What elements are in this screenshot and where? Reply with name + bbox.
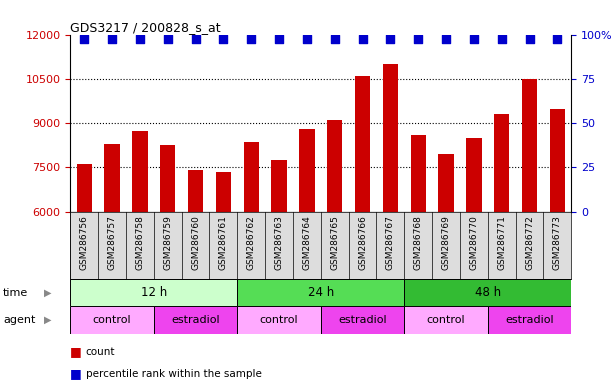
Point	[163, 36, 172, 42]
Text: 24 h: 24 h	[308, 286, 334, 299]
Bar	[550, 109, 565, 212]
Text: estradiol: estradiol	[171, 315, 220, 325]
Point	[107, 36, 117, 42]
Bar	[522, 79, 537, 212]
Point	[302, 36, 312, 42]
Text: GSM286764: GSM286764	[302, 215, 312, 270]
Bar	[382, 65, 398, 212]
Point	[274, 36, 284, 42]
Point	[386, 36, 395, 42]
Point	[219, 36, 229, 42]
Bar	[494, 114, 510, 212]
Bar	[404, 279, 571, 306]
Text: count: count	[86, 346, 115, 357]
Bar	[188, 170, 203, 212]
Text: control: control	[93, 315, 131, 325]
Bar	[76, 164, 92, 212]
Text: GSM286763: GSM286763	[274, 215, 284, 270]
Bar	[355, 76, 370, 212]
Text: GDS3217 / 200828_s_at: GDS3217 / 200828_s_at	[70, 21, 221, 34]
Bar	[271, 160, 287, 212]
Text: GSM286762: GSM286762	[247, 215, 255, 270]
Bar	[154, 306, 237, 334]
Bar	[438, 154, 454, 212]
Point	[357, 36, 367, 42]
Bar	[411, 135, 426, 212]
Text: ▶: ▶	[44, 288, 51, 298]
Point	[469, 36, 479, 42]
Text: GSM286772: GSM286772	[525, 215, 534, 270]
Bar	[70, 306, 154, 334]
Point	[525, 36, 535, 42]
Text: time: time	[3, 288, 28, 298]
Text: GSM286767: GSM286767	[386, 215, 395, 270]
Text: control: control	[426, 315, 466, 325]
Text: GSM286757: GSM286757	[108, 215, 117, 270]
Bar	[244, 142, 259, 212]
Text: GSM286768: GSM286768	[414, 215, 423, 270]
Text: GSM286765: GSM286765	[330, 215, 339, 270]
Text: percentile rank within the sample: percentile rank within the sample	[86, 369, 262, 379]
Text: GSM286773: GSM286773	[553, 215, 562, 270]
Text: agent: agent	[3, 315, 35, 325]
Bar	[160, 146, 175, 212]
Text: GSM286760: GSM286760	[191, 215, 200, 270]
Point	[330, 36, 340, 42]
Text: 48 h: 48 h	[475, 286, 501, 299]
Point	[135, 36, 145, 42]
Text: GSM286766: GSM286766	[358, 215, 367, 270]
Bar	[237, 306, 321, 334]
Point	[191, 36, 200, 42]
Bar	[327, 120, 342, 212]
Text: GSM286771: GSM286771	[497, 215, 506, 270]
Bar	[404, 306, 488, 334]
Text: GSM286770: GSM286770	[469, 215, 478, 270]
Bar	[237, 279, 404, 306]
Text: ■: ■	[70, 367, 82, 381]
Text: GSM286759: GSM286759	[163, 215, 172, 270]
Bar	[104, 144, 120, 212]
Text: ■: ■	[70, 345, 82, 358]
Point	[79, 36, 89, 42]
Bar	[70, 279, 237, 306]
Bar	[466, 138, 481, 212]
Text: GSM286758: GSM286758	[136, 215, 144, 270]
Text: control: control	[260, 315, 298, 325]
Text: 12 h: 12 h	[141, 286, 167, 299]
Text: GSM286756: GSM286756	[79, 215, 89, 270]
Bar	[216, 172, 231, 212]
Bar	[299, 129, 315, 212]
Text: GSM286761: GSM286761	[219, 215, 228, 270]
Bar	[132, 131, 147, 212]
Point	[441, 36, 451, 42]
Text: ▶: ▶	[44, 315, 51, 325]
Point	[246, 36, 256, 42]
Text: GSM286769: GSM286769	[442, 215, 450, 270]
Bar	[488, 306, 571, 334]
Bar	[321, 306, 404, 334]
Point	[413, 36, 423, 42]
Point	[552, 36, 562, 42]
Text: estradiol: estradiol	[338, 315, 387, 325]
Point	[497, 36, 507, 42]
Text: estradiol: estradiol	[505, 315, 554, 325]
